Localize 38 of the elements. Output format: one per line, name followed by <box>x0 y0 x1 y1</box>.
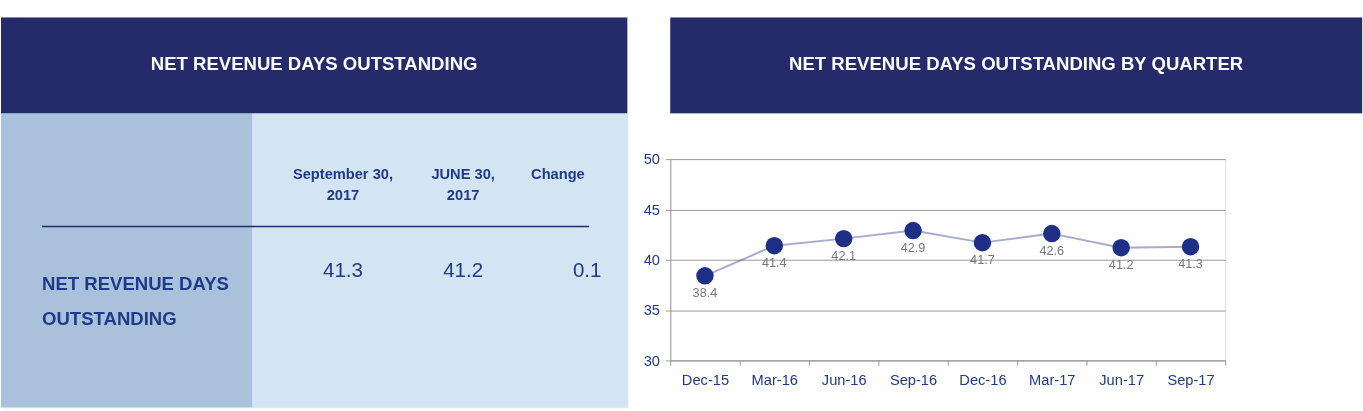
text: 0.1 <box>572 258 602 282</box>
y-tick-label: 30 <box>643 352 660 369</box>
x-tick-label: Dec-15 <box>681 372 730 389</box>
x-tick-label: Jun-16 <box>821 372 867 389</box>
text: NET REVENUE DAYS OUTSTANDING <box>42 273 229 330</box>
point <box>973 233 992 252</box>
y-tick-label: 45 <box>643 201 660 218</box>
x-tick-label: Mar-17 <box>1029 372 1076 389</box>
text: 41.2 <box>443 258 484 282</box>
y-tick-label: 35 <box>643 302 660 319</box>
y-tick-label: 40 <box>643 252 660 269</box>
data-label: 41.7 <box>970 253 995 268</box>
x-tick-label: Sep-16 <box>889 372 938 389</box>
y-tick-label: 50 <box>643 151 660 168</box>
text: Change <box>531 165 585 182</box>
x-tick-label: Mar-16 <box>751 372 798 389</box>
text: September 30, 2017 <box>292 165 393 204</box>
point <box>696 267 714 285</box>
point <box>834 229 853 248</box>
chart-title: NET REVENUE DAYS OUTSTANDING BY QUARTER <box>789 53 1244 75</box>
x-tick-label: Sep-17 <box>1167 372 1215 389</box>
data-label: 42.6 <box>1039 244 1065 259</box>
data-label: 41.2 <box>1108 258 1134 273</box>
text: JUNE 30, 2017 <box>431 165 495 204</box>
x-tick-label: Dec-16 <box>959 372 1007 389</box>
point <box>1112 238 1130 257</box>
data-label: 38.4 <box>692 286 718 301</box>
text: NET REVENUE DAYS OUTSTANDING <box>150 53 478 75</box>
point <box>904 221 922 240</box>
text: 41.3 <box>323 258 363 282</box>
data-label: 41.3 <box>1178 257 1203 272</box>
x-tick-label: Jun-17 <box>1099 372 1145 389</box>
data-label: 42.1 <box>831 249 857 264</box>
data-label: 41.4 <box>761 256 787 271</box>
point <box>1181 237 1200 256</box>
point <box>765 236 784 255</box>
point <box>1043 224 1061 243</box>
data-label: 42.9 <box>900 241 926 256</box>
